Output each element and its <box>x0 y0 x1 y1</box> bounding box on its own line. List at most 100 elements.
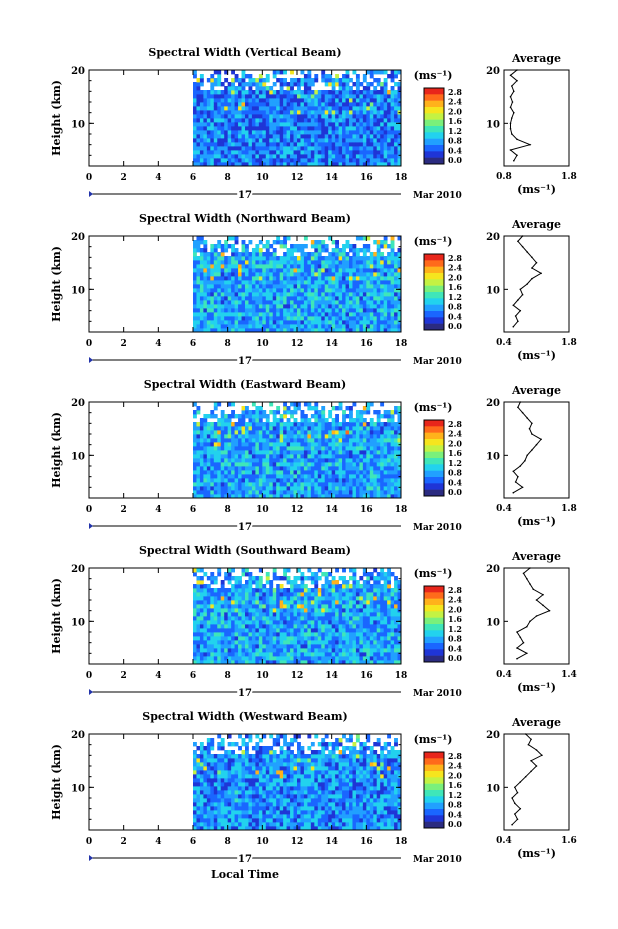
heatmap-cell <box>283 268 287 273</box>
heatmap-cell <box>328 106 333 111</box>
colorbar-swatch <box>424 323 444 331</box>
heatmap-cell <box>272 572 277 577</box>
heatmap-cell <box>193 466 197 471</box>
heatmap-cell <box>234 660 239 665</box>
heatmap-cell <box>362 474 367 479</box>
heatmap-cell <box>394 328 398 333</box>
heatmap-cell <box>251 620 256 625</box>
heatmap-cell <box>265 126 270 131</box>
heatmap-cell <box>345 114 350 119</box>
heatmap-cell <box>362 122 367 127</box>
heatmap-cell <box>335 94 339 99</box>
heatmap-cell <box>300 292 305 297</box>
heatmap-cell <box>241 462 246 467</box>
heatmap-cell <box>265 620 270 625</box>
heatmap-cell <box>269 292 274 297</box>
heatmap-cell <box>217 652 222 657</box>
heatmap-cell <box>394 446 398 451</box>
heatmap-cell <box>303 280 308 285</box>
heatmap-cell <box>255 616 260 621</box>
heatmap-cell <box>213 616 218 621</box>
heatmap-cell <box>394 154 398 159</box>
heatmap-cell <box>248 454 253 459</box>
heatmap-cell <box>352 450 357 455</box>
heatmap-cell <box>220 308 225 313</box>
heatmap-cell <box>307 308 312 313</box>
heatmap-cell <box>362 94 367 99</box>
colorbar-tick-label: 0.4 <box>448 311 462 321</box>
heatmap-cell <box>366 130 371 135</box>
heatmap-cell <box>199 588 204 593</box>
heatmap-cell <box>265 474 270 479</box>
heatmap-cell <box>265 304 270 309</box>
heatmap-cell <box>206 292 211 297</box>
heatmap-cell <box>255 86 260 91</box>
heatmap-cell <box>317 490 322 495</box>
heatmap-cell <box>206 454 211 459</box>
heatmap-cell <box>345 126 350 131</box>
heatmap-cell <box>314 486 319 491</box>
heatmap-cell <box>383 438 388 443</box>
heatmap-cell <box>220 122 225 127</box>
heatmap-cell <box>338 478 343 483</box>
heatmap-cell <box>255 244 260 249</box>
heatmap-cell <box>355 458 360 463</box>
heatmap-cell <box>387 312 391 317</box>
heatmap-cell <box>349 454 353 459</box>
heatmap-cell <box>349 410 353 415</box>
heatmap-cell <box>245 324 249 329</box>
heatmap-cell <box>241 446 246 451</box>
heatmap-cell <box>234 264 239 269</box>
heatmap-cell <box>255 600 260 605</box>
heatmap-cell <box>376 256 381 261</box>
heatmap-cell <box>373 134 378 139</box>
heatmap-cell <box>303 660 308 665</box>
heatmap-cell <box>387 94 391 99</box>
heatmap-cell <box>293 426 298 431</box>
heatmap-cell <box>193 276 197 281</box>
heatmap-cell <box>324 296 329 301</box>
heatmap-cell <box>269 276 274 281</box>
heatmap-cell <box>335 474 339 479</box>
heatmap-cell <box>238 300 242 305</box>
heatmap-cell <box>297 494 301 499</box>
heatmap-cell <box>324 260 329 265</box>
heatmap-cell <box>245 458 249 463</box>
heatmap-cell <box>307 70 312 75</box>
heatmap-cell <box>286 264 291 269</box>
heatmap-cell <box>342 308 346 313</box>
heatmap-cell <box>383 454 388 459</box>
heatmap-cell <box>307 138 312 143</box>
heatmap-cell <box>321 268 326 273</box>
heatmap-cell <box>227 426 232 431</box>
heatmap-cell <box>217 442 222 447</box>
heatmap-cell <box>310 422 315 427</box>
heatmap-cell <box>193 248 197 253</box>
average-profile-point <box>512 325 515 328</box>
heatmap-cell <box>199 656 204 661</box>
heatmap-cell <box>238 450 242 455</box>
heatmap-cell <box>300 592 305 597</box>
heatmap-cell <box>255 438 260 443</box>
heatmap-cell <box>258 478 263 483</box>
heatmap-cell <box>321 474 326 479</box>
heatmap-cell <box>231 568 235 573</box>
heatmap-cell <box>286 122 291 127</box>
heatmap-cell <box>314 130 319 135</box>
heatmap-cell <box>373 240 378 245</box>
heatmap-cell <box>397 422 402 427</box>
heatmap-cell <box>241 70 246 75</box>
heatmap-cell <box>397 236 402 241</box>
heatmap-cell <box>210 276 215 281</box>
heatmap-cell <box>349 300 353 305</box>
heatmap-cell <box>345 450 350 455</box>
heatmap-cell <box>262 486 267 491</box>
heatmap-cell <box>227 466 232 471</box>
heatmap-cell <box>310 462 315 467</box>
heatmap-cell <box>269 312 274 317</box>
heatmap-cell <box>272 134 277 139</box>
heatmap-cell <box>324 462 329 467</box>
heatmap-cell <box>248 118 253 123</box>
heatmap-cell <box>397 482 402 487</box>
heatmap-cell <box>193 280 197 285</box>
